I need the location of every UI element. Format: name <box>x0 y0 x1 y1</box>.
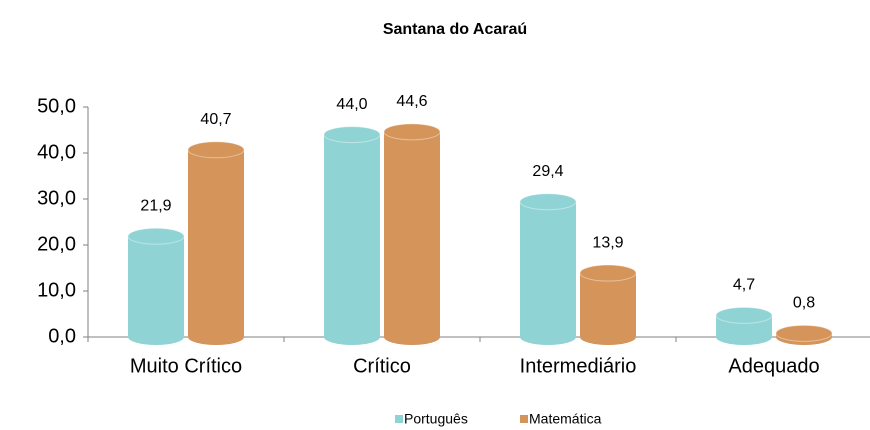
cylinder-base <box>188 329 244 345</box>
cylinder-base <box>520 329 576 345</box>
bar <box>384 131 440 337</box>
y-tick-label: 0,0 <box>48 325 76 347</box>
value-label: 44,0 <box>336 96 367 113</box>
x-tick-label: Crítico <box>353 355 411 377</box>
cylinder-base <box>384 329 440 345</box>
cylinder-base <box>128 329 184 345</box>
cylinder-top <box>187 141 245 159</box>
value-label: 4,7 <box>733 277 755 294</box>
cylinder-base <box>324 329 380 345</box>
cylinder-top <box>383 123 441 141</box>
y-tick-label: 30,0 <box>37 187 76 209</box>
legend-label: Português <box>404 411 468 427</box>
legend-swatch <box>520 415 528 423</box>
cylinder-top <box>775 324 833 342</box>
legend-swatch <box>395 415 403 423</box>
cylinder-top <box>323 126 381 144</box>
chart-title: Santana do Acaraú <box>383 21 527 38</box>
y-tick-label: 20,0 <box>37 233 76 255</box>
value-label: 13,9 <box>592 234 623 251</box>
cylinder-top <box>579 264 637 282</box>
value-label: 29,4 <box>532 163 563 180</box>
value-label: 21,9 <box>140 197 171 214</box>
value-label: 0,8 <box>793 295 815 312</box>
bar <box>188 149 244 337</box>
x-tick-label: Adequado <box>728 355 819 377</box>
cylinder-base <box>716 329 772 345</box>
cylinder-top <box>519 193 577 211</box>
legend-label: Matemática <box>529 411 602 427</box>
cylinder-top <box>715 306 773 324</box>
cylinder-top <box>127 227 185 245</box>
bar <box>520 201 576 337</box>
x-tick-label: Muito Crítico <box>130 355 242 377</box>
cylinder-base <box>580 329 636 345</box>
y-tick-label: 50,0 <box>37 95 76 117</box>
x-tick-label: Intermediário <box>520 355 637 377</box>
bar <box>128 236 184 337</box>
y-tick-label: 40,0 <box>37 141 76 163</box>
y-tick-label: 10,0 <box>37 279 76 301</box>
bar <box>324 134 380 337</box>
value-label: 44,6 <box>396 93 427 110</box>
value-label: 40,7 <box>200 111 231 128</box>
bar <box>580 273 636 337</box>
